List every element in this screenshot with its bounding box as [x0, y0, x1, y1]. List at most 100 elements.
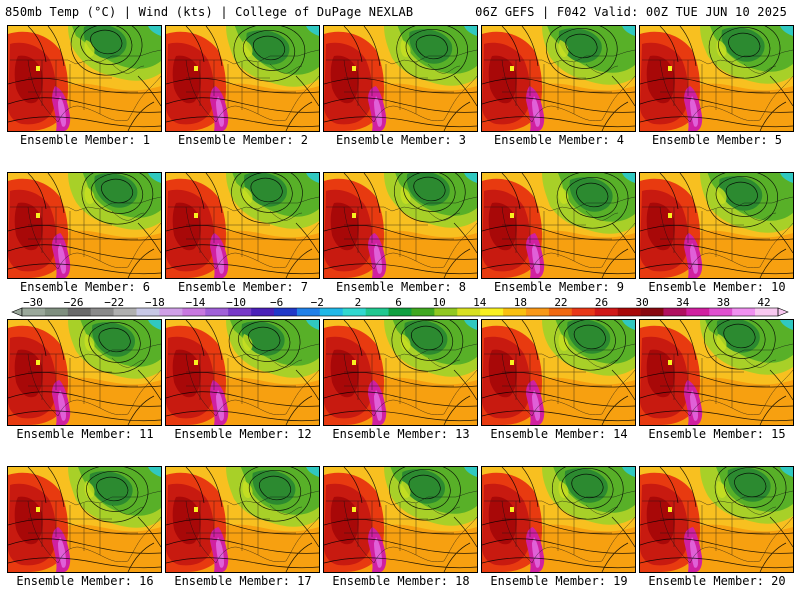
colorbar-tick-label: −6	[270, 296, 284, 309]
ensemble-map	[166, 26, 319, 131]
colorbar-outline	[21, 307, 779, 317]
ensemble-member-panel	[481, 25, 636, 132]
ensemble-member-label: Ensemble Member: 12	[174, 427, 312, 441]
ensemble-member-panel	[639, 172, 794, 279]
ensemble-member-panel	[323, 319, 478, 426]
colorbar-swatch	[319, 308, 344, 316]
ensemble-map	[8, 173, 161, 278]
colorbar-swatch	[732, 308, 756, 316]
colorbar-swatch	[342, 308, 366, 316]
colorbar-swatch	[182, 308, 206, 316]
colorbar-tick-label: −10	[226, 296, 246, 309]
colorbar-swatch	[571, 308, 596, 316]
ensemble-member-panel	[323, 25, 478, 132]
ensemble-member-panel	[639, 25, 794, 132]
ensemble-map	[640, 173, 793, 278]
colorbar-swatch	[548, 308, 573, 316]
colorbar-tick-label: −18	[144, 296, 165, 309]
ensemble-member-panel	[639, 466, 794, 573]
colorbar-swatch	[709, 308, 733, 316]
colorbar-swatch	[457, 308, 481, 316]
colorbar-tick-label: 6	[395, 296, 402, 309]
ensemble-member-label: Ensemble Member: 20	[648, 574, 786, 588]
ensemble-member-panel	[7, 25, 162, 132]
colorbar-swatch	[617, 308, 641, 316]
ensemble-member-label: Ensemble Member: 19	[490, 574, 628, 588]
colorbar-swatch	[663, 308, 687, 316]
ensemble-member-panel	[7, 466, 162, 573]
colorbar-tick-label: 26	[594, 296, 609, 309]
ensemble-member-panel	[481, 319, 636, 426]
ensemble-map	[8, 320, 161, 425]
colorbar-swatch	[67, 308, 92, 316]
colorbar-swatch	[136, 308, 160, 316]
ensemble-member-label: Ensemble Member: 7	[177, 280, 309, 294]
colorbar-swatch	[228, 308, 252, 316]
ensemble-member-label: Ensemble Member: 9	[493, 280, 625, 294]
colorbar-swatch	[251, 308, 275, 316]
colorbar-tick-label: −30	[23, 296, 43, 309]
ensemble-map	[482, 173, 635, 278]
ensemble-member-panel	[481, 172, 636, 279]
ensemble-member-panel	[165, 466, 320, 573]
temperature-colorbar	[11, 307, 789, 317]
model-valid-time: 06Z GEFS | F042 Valid: 00Z TUE JUN 10 20…	[475, 5, 787, 19]
colorbar-tick-label: −14	[185, 296, 206, 309]
colorbar-tick-label: 38	[716, 296, 730, 309]
ensemble-member-label: Ensemble Member: 6	[19, 280, 151, 294]
ensemble-map	[324, 26, 477, 131]
ensemble-map	[482, 467, 635, 572]
colorbar-tick-label: −26	[63, 296, 84, 309]
ensemble-member-panel	[481, 466, 636, 573]
ensemble-map	[166, 320, 319, 425]
ensemble-member-panel	[165, 319, 320, 426]
colorbar-tick-label: −22	[104, 296, 125, 309]
ensemble-map	[8, 467, 161, 572]
ensemble-member-label: Ensemble Member: 14	[490, 427, 628, 441]
colorbar-swatch	[274, 308, 298, 316]
colorbar-swatch	[296, 308, 321, 316]
ensemble-map	[640, 320, 793, 425]
colorbar-tick-label: 18	[513, 296, 527, 309]
colorbar-tick-label: 2	[354, 296, 362, 309]
ensemble-map	[8, 26, 161, 131]
colorbar-swatch	[755, 308, 779, 316]
colorbar-swatch	[526, 308, 550, 316]
ensemble-member-label: Ensemble Member: 10	[648, 280, 786, 294]
ensemble-member-label: Ensemble Member: 15	[648, 427, 786, 441]
ensemble-member-label: Ensemble Member: 13	[332, 427, 470, 441]
ensemble-member-label: Ensemble Member: 5	[651, 133, 783, 147]
ensemble-map	[324, 320, 477, 425]
ensemble-member-label: Ensemble Member: 3	[335, 133, 467, 147]
ensemble-map	[482, 26, 635, 131]
colorbar-tick-label: 30	[635, 296, 649, 309]
ensemble-map	[166, 173, 319, 278]
ensemble-map	[640, 26, 793, 131]
colorbar-min-arrow	[11, 307, 23, 317]
ensemble-member-label: Ensemble Member: 1	[19, 133, 151, 147]
colorbar-tick-label: 22	[554, 296, 568, 309]
ensemble-member-label: Ensemble Member: 18	[332, 574, 470, 588]
ensemble-map	[324, 173, 477, 278]
colorbar-swatch	[90, 308, 114, 316]
ensemble-member-label: Ensemble Member: 17	[174, 574, 312, 588]
colorbar-tick-label: 14	[473, 296, 487, 309]
ensemble-member-panel	[165, 172, 320, 279]
colorbar-swatch	[686, 308, 710, 316]
ensemble-member-label: Ensemble Member: 16	[16, 574, 154, 588]
colorbar-swatch	[44, 308, 69, 316]
ensemble-member-panel	[165, 25, 320, 132]
colorbar-max-arrow	[777, 307, 789, 317]
chart-title: 850mb Temp (°C) | Wind (kts) | College o…	[5, 5, 414, 19]
colorbar-swatch	[594, 308, 618, 316]
colorbar-swatch	[205, 308, 229, 316]
ensemble-map	[166, 467, 319, 572]
colorbar-swatch	[640, 308, 664, 316]
ensemble-member-panel	[323, 466, 478, 573]
colorbar-swatch	[388, 308, 412, 316]
colorbar-tick-label: 10	[432, 296, 446, 309]
colorbar-swatch	[411, 308, 435, 316]
colorbar-tick-label: 34	[676, 296, 690, 309]
ensemble-map	[482, 320, 635, 425]
ensemble-member-panel	[639, 319, 794, 426]
